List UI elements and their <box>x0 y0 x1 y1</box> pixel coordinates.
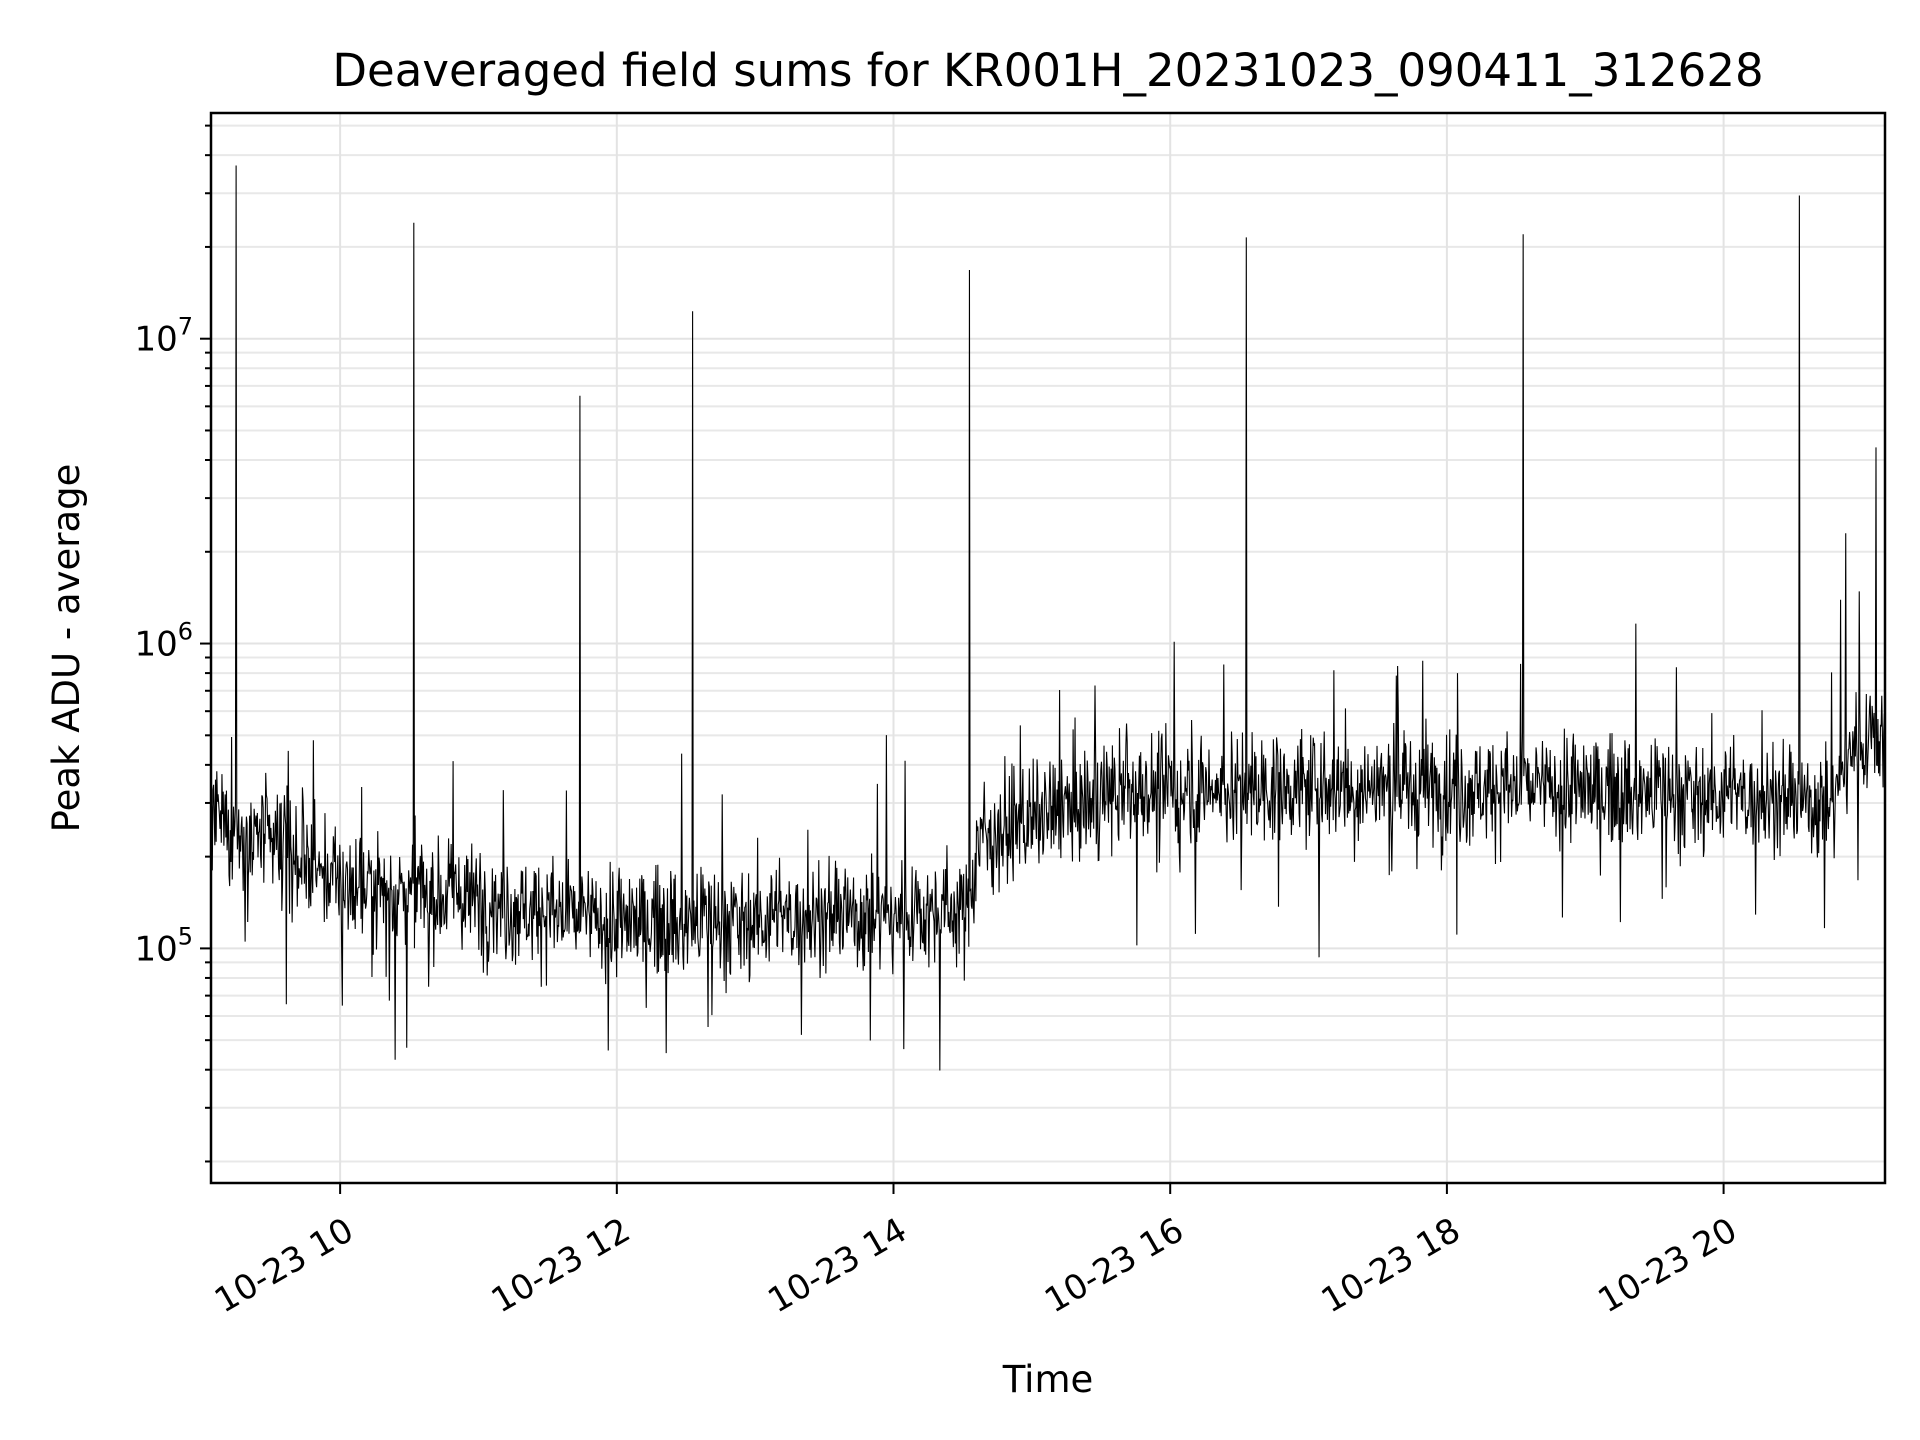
series <box>210 165 1886 1071</box>
grid <box>211 113 1885 1183</box>
plot-frame <box>209 111 1887 1185</box>
y-tick-exponent: 7 <box>178 313 193 341</box>
y-tick-base: 10 <box>134 625 177 665</box>
chart-title: Deaveraged field sums for KR001H_2023102… <box>332 44 1763 97</box>
y-tick-base: 10 <box>134 929 177 969</box>
x-axis-label: Time <box>1002 1358 1094 1401</box>
y-tick-label: 106 <box>134 618 193 665</box>
y-tick-base: 10 <box>134 320 177 360</box>
y-tick-exponent: 6 <box>178 618 193 646</box>
y-tick-label: 105 <box>134 922 193 969</box>
y-axis-label: Peak ADU - average <box>45 464 88 833</box>
y-tick-label: 107 <box>134 313 193 360</box>
y-tick-exponent: 5 <box>178 922 193 950</box>
peak-adu-series-line <box>210 165 1886 1071</box>
